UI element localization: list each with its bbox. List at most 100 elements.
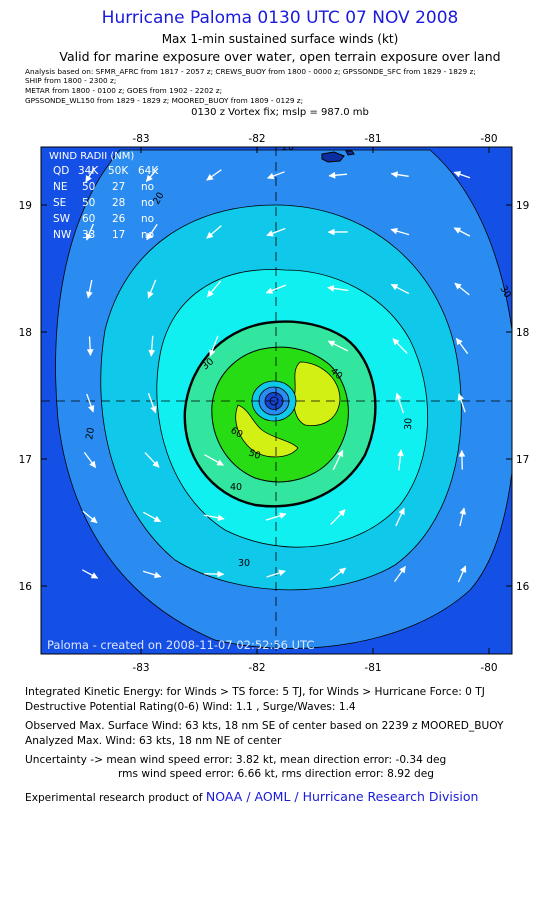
lat-tick-label: 17 (516, 454, 529, 466)
wind-arrow (265, 512, 287, 521)
wind-radii-quadrant: SE (53, 197, 66, 209)
lon-tick-label: -82 (248, 662, 265, 674)
lat-tick-label: 19 (19, 200, 32, 212)
wind-arrow (83, 451, 97, 469)
contour-label: 30 (238, 558, 250, 569)
wind-arrow (455, 337, 469, 355)
wind-arrow (393, 565, 407, 582)
wind-radii-header: QD (53, 165, 69, 177)
wind-radii-value: 27 (112, 181, 125, 193)
wind-arrow (327, 340, 349, 352)
wind-arrow (143, 511, 162, 523)
wind-arrow (142, 570, 162, 579)
wind-arrow (86, 336, 94, 357)
wind-arrow (395, 392, 404, 414)
wind-arrow (144, 452, 160, 468)
wind-arrow (327, 285, 349, 292)
wind-radii-value: no (141, 213, 154, 225)
wind-arrow (453, 171, 471, 179)
wind-arrow (390, 171, 409, 178)
lon-tick-label: -80 (480, 662, 497, 674)
wind-arrow (82, 510, 98, 524)
analysis-line-2: SHIP from 1800 - 2300 z; (25, 76, 117, 85)
tick-marks (41, 147, 512, 654)
subtitle-exposure: Valid for marine exposure over water, op… (59, 49, 501, 64)
map-frame (40, 146, 513, 655)
uncertainty-line-2: rms wind speed error: 6.66 kt, rms direc… (118, 768, 435, 780)
coastline-cayman-islands (321, 150, 355, 163)
analysis-line-3: METAR from 1800 - 0100 z; GOES from 1902… (25, 86, 223, 95)
observed-max-wind: Observed Max. Surface Wind: 63 kts, 18 n… (25, 720, 504, 732)
wind-arrow (328, 171, 348, 179)
contour-label: 40 (230, 482, 242, 493)
wind-arrow (395, 507, 405, 527)
analysis-line-1: Analysis based on: SFMR_AFRC from 1817 -… (25, 67, 476, 76)
wind-radii-value: no (141, 229, 154, 241)
wind-arrow (397, 449, 404, 471)
uncertainty-line-1: Uncertainty -> mean wind speed error: 3.… (25, 754, 447, 766)
wind-arrow (266, 569, 286, 578)
wind-radii-value: no (141, 181, 154, 193)
wind-arrow (266, 227, 286, 237)
wind-arrow (203, 514, 225, 522)
wind-radii-header: 34K (78, 165, 99, 177)
wind-arrow (327, 228, 348, 236)
wind-arrow (454, 282, 470, 296)
wind-radii-value: 26 (112, 213, 126, 225)
wind-arrow (206, 169, 222, 181)
wind-radii-header: 50K (108, 165, 129, 177)
wind-radii-value: 17 (112, 229, 125, 241)
ike-line: Integrated Kinetic Energy: for Winds > T… (25, 686, 485, 698)
wind-radii-table: WIND RADII (NM) QD 34K 50K 64K NE 50 27 … (49, 151, 159, 241)
lon-tick-label: -83 (132, 133, 149, 145)
wind-arrow (332, 449, 344, 471)
wind-arrow (86, 393, 95, 413)
lon-tick-label: -80 (480, 133, 497, 145)
lat-tick-label: 19 (516, 200, 529, 212)
wind-arrow (459, 507, 467, 527)
wind-arrow (85, 167, 95, 183)
wind-arrow (206, 225, 222, 239)
wind-arrow (81, 569, 99, 579)
wind-arrow (457, 565, 467, 583)
contour-label: 20 (282, 142, 294, 153)
page-title: Hurricane Paloma 0130 UTC 07 NOV 2008 (101, 8, 459, 28)
wind-arrow (204, 570, 225, 578)
contour-label: 30 (403, 418, 414, 430)
analyzed-max-wind: Analyzed Max. Wind: 63 kts, 18 nm NE of … (25, 735, 282, 747)
wind-arrow (390, 283, 410, 295)
wind-radii-value: 28 (112, 197, 125, 209)
wind-arrow (148, 335, 156, 357)
contour-label: 20 (84, 427, 97, 441)
subtitle-wind-type: Max 1-min sustained surface winds (kt) (161, 32, 399, 46)
contour-label: 50 (247, 447, 262, 461)
wind-arrow (145, 167, 159, 183)
wind-arrow (390, 227, 410, 236)
lon-tick-label: -81 (364, 133, 381, 145)
product-org-link[interactable]: NOAA / AOML / Hurricane Research Divisio… (205, 789, 479, 804)
wind-arrow (206, 280, 222, 298)
wind-band-70-ne (293, 361, 341, 427)
wind-arrow (147, 392, 157, 414)
wind-arrow (266, 171, 285, 180)
wind-arrow (458, 449, 466, 470)
wind-radii-value: 50 (82, 197, 95, 209)
wind-vectors (81, 167, 471, 583)
dpr-line: Destructive Potential Rating(0-6) Wind: … (25, 701, 356, 713)
wind-arrow (265, 284, 287, 294)
wind-arrow (209, 335, 219, 357)
lon-tick-label: -82 (248, 133, 265, 145)
analysis-line-4: GPSSONDE_WL150 from 1829 - 1829 z; MOORE… (25, 96, 304, 105)
wind-band-70-sw (235, 404, 299, 458)
wind-radii-value: 50 (82, 181, 95, 193)
wind-radii-quadrant: NE (53, 181, 68, 193)
wind-radii-value: no (141, 197, 154, 209)
wind-arrow (457, 393, 466, 413)
wind-arrow (85, 223, 94, 241)
wind-radii-value: 33 (82, 229, 95, 241)
wind-arrow (330, 509, 346, 525)
product-credit: Experimental research product of NOAA / … (25, 789, 478, 804)
wind-radii-title: WIND RADII (NM) (49, 151, 134, 162)
vortex-fix: 0130 z Vortex fix; mslp = 987.0 mb (191, 107, 369, 118)
wind-arrow (329, 567, 347, 581)
